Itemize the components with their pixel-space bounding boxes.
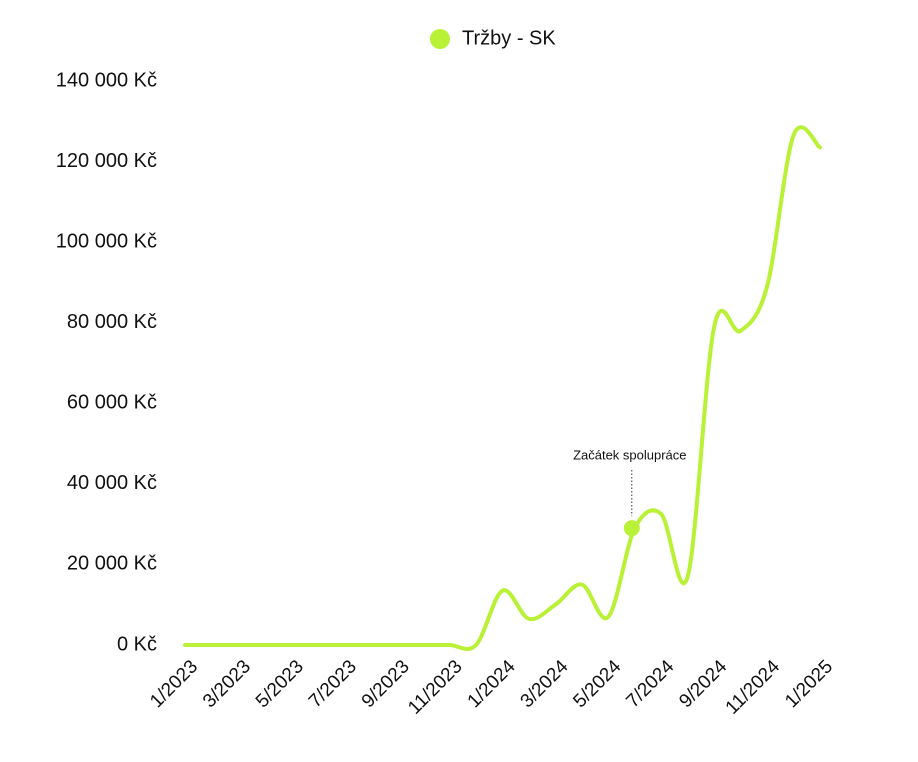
y-tick-label: 0 Kč (117, 633, 157, 655)
y-tick-label: 80 000 Kč (67, 311, 157, 333)
x-tick-label: 1/2023 (146, 656, 202, 712)
y-tick-label: 60 000 Kč (67, 392, 157, 414)
line (183, 125, 822, 651)
x-tick-label: 1/2024 (464, 656, 520, 712)
y-tick-label: 40 000 Kč (67, 472, 157, 494)
x-tick-label: 5/2023 (252, 656, 308, 712)
x-tick-label: 11/2023 (404, 656, 466, 718)
annotation: Začátek spolupráce (573, 447, 686, 462)
y-tick-label: 120 000 Kč (56, 150, 157, 172)
x-tick-label: 7/2024 (622, 656, 678, 712)
legend-label: Tržby - SK (462, 27, 556, 49)
x-tick-label: 1/2025 (781, 656, 837, 712)
x-tick-label: 7/2023 (305, 656, 361, 712)
y-tick-label: 100 000 Kč (56, 230, 157, 252)
point (623, 520, 640, 537)
x-tick-label: 3/2024 (517, 656, 573, 712)
x-tick-label: 11/2024 (722, 656, 785, 719)
y-tick-label: 20 000 Kč (67, 553, 157, 575)
legend-swatch (430, 29, 450, 49)
x-tick-label: 5/2024 (569, 656, 625, 712)
y-tick-label: 140 000 Kč (56, 69, 157, 91)
x-tick-label: 3/2023 (199, 656, 255, 712)
